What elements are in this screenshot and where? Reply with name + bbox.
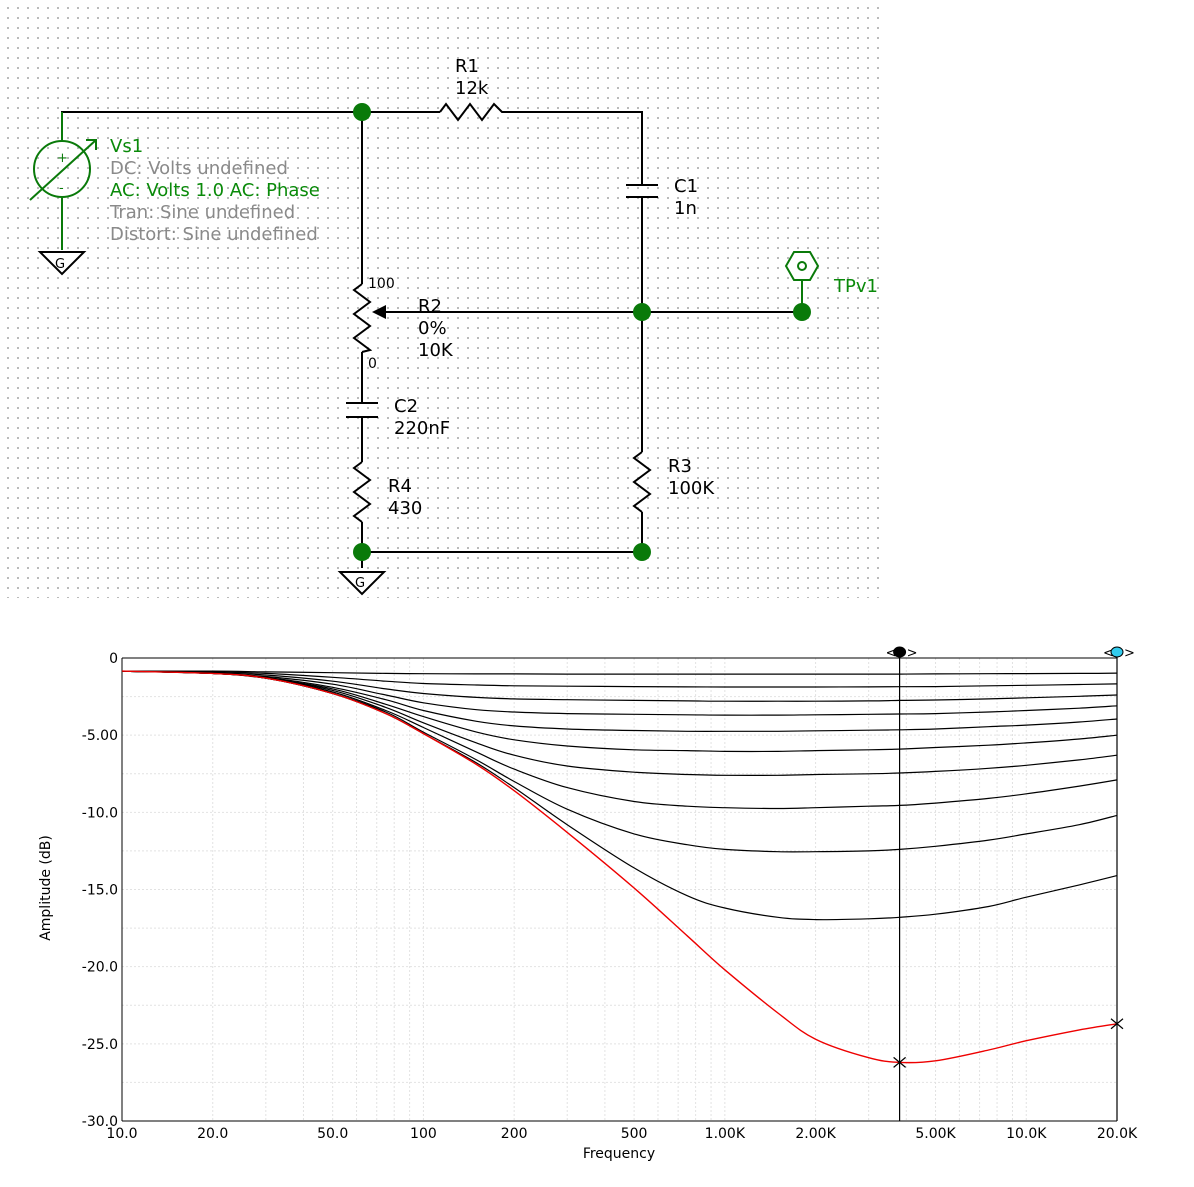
node-bottom-left [353, 543, 371, 561]
node-top-left [353, 103, 371, 121]
cursor-right-chevron[interactable]: > [1124, 646, 1135, 661]
c2-capacitor[interactable] [346, 402, 378, 418]
x-tick-label: 2.00K [795, 1126, 836, 1142]
x-tick-label: 1.00K [705, 1126, 746, 1142]
r1-name: R1 [455, 56, 479, 77]
plot-cursors[interactable]: < > < > [886, 646, 1135, 1121]
ground-symbol-source [37, 251, 87, 276]
cursor-right-chevron[interactable]: > [907, 646, 918, 661]
x-tick-label: 20.0 [197, 1126, 228, 1142]
series-line [121, 670, 1118, 853]
cursor-handle-icon[interactable] [1110, 646, 1124, 658]
node-testpoint [793, 303, 811, 321]
cursor-left-chevron[interactable]: < [886, 646, 897, 661]
source-ac: AC: Volts 1.0 AC: Phase [110, 180, 320, 201]
series-line [121, 670, 1118, 675]
vs1-source[interactable]: + - [29, 112, 97, 250]
y-tick-label: -10.0 [82, 805, 118, 821]
plot-drawing: < > < > 0-5.00-10.0-15.0-20.0-25.0-30.010.0… [38, 646, 1138, 1162]
wire-top-right [508, 111, 643, 185]
ground-label-source: G [55, 257, 65, 272]
series-line [121, 670, 1118, 732]
source-name: Vs1 [110, 136, 143, 157]
ground-label-circuit: G [355, 576, 365, 591]
x-tick-label: 5.00K [915, 1126, 956, 1142]
schematic-canvas[interactable]: + - R1 12k C1 1n R2 0% 10K 100 0 C2 220n… [0, 0, 884, 598]
c2-name: C2 [394, 396, 418, 417]
r2-wiper-arrow [372, 305, 386, 319]
c1-name: C1 [674, 176, 698, 197]
source-dc: DC: Volts undefined [110, 158, 288, 179]
svg-text:+: + [57, 151, 68, 166]
c1-value: 1n [674, 198, 697, 219]
r3-name: R3 [668, 456, 692, 477]
series-line [121, 670, 1118, 716]
x-tick-label: 100 [410, 1126, 437, 1142]
source-tran: Tran: Sine undefined [109, 202, 295, 223]
svg-text:-: - [59, 181, 64, 196]
c1-capacitor[interactable] [626, 184, 658, 198]
y-tick-label: -20.0 [82, 960, 118, 976]
r2-value: 10K [418, 340, 454, 361]
y-tick-label: -15.0 [82, 883, 118, 899]
ac-analysis-plot[interactable]: < > < > 0 -5.00 -10.0 -15.0 -20.0 -25.0 -30.0 10.0… [12, 638, 1152, 1172]
y-axis-label: Amplitude (dB) [38, 835, 54, 941]
c2-value: 220nF [394, 418, 450, 439]
x-tick-label: 200 [501, 1126, 528, 1142]
cursor-handle-icon[interactable] [893, 646, 907, 658]
r2-name: R2 [418, 296, 442, 317]
r3-resistor[interactable] [632, 451, 652, 513]
x-tick-label: 10.0 [106, 1126, 137, 1142]
node-bottom-right [633, 543, 651, 561]
cursor-left-chevron[interactable]: < [1103, 646, 1114, 661]
plot-curves [121, 670, 1118, 1064]
r2-potentiometer[interactable] [352, 283, 373, 353]
testpoint-label: TPv1 [833, 276, 878, 297]
y-tick-label: -25.0 [82, 1037, 118, 1053]
series-line [121, 670, 1118, 921]
plot-grid [121, 657, 1118, 1122]
series-line-highlight [121, 670, 1118, 1064]
cursor-marker-x [1110, 1018, 1124, 1030]
source-distort: Distort: Sine undefined [110, 224, 318, 245]
cursor-marker-x [893, 1056, 906, 1068]
x-tick-label: 500 [621, 1126, 648, 1142]
series-line [121, 670, 1118, 810]
r4-resistor[interactable] [352, 461, 372, 523]
series-line [121, 670, 1118, 688]
x-tick-label: 10.0K [1006, 1126, 1047, 1142]
node-right-mid [633, 303, 651, 321]
y-tick-label: -5.00 [82, 728, 118, 744]
x-tick-label: 50.0 [317, 1126, 348, 1142]
ground-symbol-circuit [337, 571, 387, 596]
r1-value: 12k [455, 78, 489, 99]
junction-nodes [353, 103, 811, 561]
series-line [121, 670, 1118, 776]
y-tick-label: -30.0 [82, 1114, 118, 1130]
r2-top-label: 100 [368, 276, 395, 292]
series-line [121, 670, 1118, 702]
series-line [121, 670, 1118, 753]
x-tick-label: 20.0K [1097, 1126, 1138, 1142]
r2-bottom-label: 0 [368, 356, 377, 372]
x-axis-label: Frequency [583, 1146, 655, 1162]
r3-value: 100K [668, 478, 715, 499]
r1-resistor[interactable] [439, 102, 508, 122]
r4-value: 430 [388, 498, 422, 519]
r4-name: R4 [388, 476, 412, 497]
y-tick-label: 0 [109, 651, 118, 667]
r2-percent: 0% [418, 318, 447, 339]
plot-tick-labels: 0 -5.00 -10.0 -15.0 -20.0 -25.0 -30.010.0 20.0 5… [82, 651, 1138, 1142]
schematic-drawing: + - R1 12k C1 1n R2 0% 10K 100 0 C2 220n… [29, 56, 878, 596]
